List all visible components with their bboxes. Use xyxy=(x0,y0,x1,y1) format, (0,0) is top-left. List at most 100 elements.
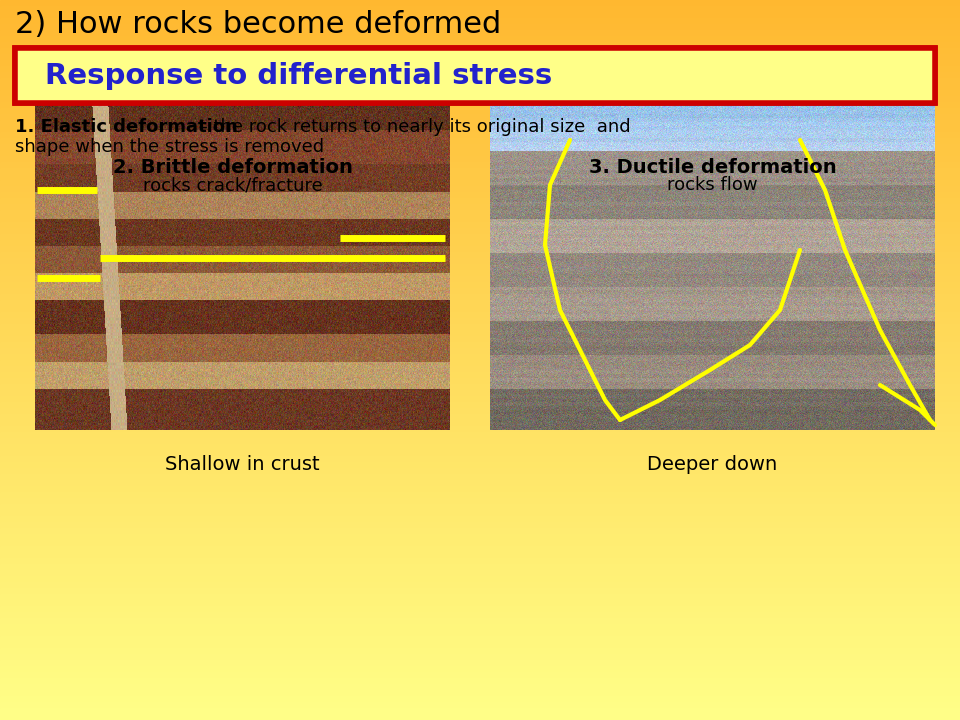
Bar xyxy=(0,192,960,199)
Bar xyxy=(0,240,960,247)
Bar xyxy=(0,666,960,673)
Bar xyxy=(0,234,960,241)
Bar xyxy=(0,372,960,379)
Bar xyxy=(0,630,960,637)
Bar xyxy=(0,60,960,67)
Bar xyxy=(0,228,960,235)
Bar xyxy=(0,138,960,145)
Bar xyxy=(0,450,960,457)
Bar xyxy=(0,144,960,151)
Bar xyxy=(0,252,960,259)
Text: – the rock returns to nearly its original size  and: – the rock returns to nearly its origina… xyxy=(193,118,631,136)
Bar xyxy=(0,210,960,217)
Bar xyxy=(15,48,935,103)
Bar xyxy=(0,540,960,547)
Bar xyxy=(0,264,960,271)
Bar xyxy=(0,684,960,691)
Bar xyxy=(0,648,960,655)
Bar xyxy=(0,336,960,343)
Bar xyxy=(0,678,960,685)
Bar xyxy=(0,36,960,43)
Bar xyxy=(0,414,960,421)
Bar xyxy=(0,162,960,169)
Bar xyxy=(0,546,960,553)
Bar xyxy=(0,378,960,385)
Bar xyxy=(0,708,960,715)
Bar xyxy=(0,492,960,499)
Bar xyxy=(0,432,960,439)
Bar xyxy=(0,402,960,409)
Bar xyxy=(0,306,960,313)
Text: Shallow in crust: Shallow in crust xyxy=(165,455,320,474)
Bar xyxy=(0,132,960,139)
Bar xyxy=(0,84,960,91)
Bar xyxy=(0,408,960,415)
Bar xyxy=(0,636,960,643)
Bar xyxy=(0,342,960,349)
Bar xyxy=(0,642,960,649)
Bar xyxy=(0,120,960,127)
Bar xyxy=(0,24,960,31)
Bar xyxy=(0,504,960,511)
Bar xyxy=(0,594,960,601)
Bar xyxy=(0,462,960,469)
Bar xyxy=(0,246,960,253)
Bar xyxy=(0,522,960,529)
Bar xyxy=(0,300,960,307)
Bar xyxy=(0,108,960,115)
Polygon shape xyxy=(15,48,935,103)
Bar xyxy=(0,456,960,463)
Bar xyxy=(0,156,960,163)
Bar xyxy=(0,426,960,433)
Bar xyxy=(0,624,960,631)
Bar xyxy=(0,72,960,79)
Bar xyxy=(0,690,960,697)
Bar xyxy=(0,54,960,61)
Bar xyxy=(0,126,960,133)
Bar xyxy=(0,150,960,157)
Bar xyxy=(0,606,960,613)
Bar xyxy=(0,288,960,295)
Text: 2) How rocks become deformed: 2) How rocks become deformed xyxy=(15,10,501,39)
Bar xyxy=(0,618,960,625)
Bar xyxy=(0,702,960,709)
Bar xyxy=(0,318,960,325)
Bar xyxy=(0,384,960,391)
Text: rocks flow: rocks flow xyxy=(667,176,757,194)
Bar xyxy=(0,696,960,703)
Bar xyxy=(0,186,960,193)
Bar xyxy=(0,354,960,361)
Bar xyxy=(0,486,960,493)
Text: 2. Brittle deformation: 2. Brittle deformation xyxy=(112,158,352,177)
Bar xyxy=(0,390,960,397)
Bar xyxy=(0,366,960,373)
Bar xyxy=(0,600,960,607)
Bar xyxy=(0,174,960,181)
Bar xyxy=(0,222,960,229)
Bar xyxy=(0,204,960,211)
Text: shape when the stress is removed: shape when the stress is removed xyxy=(15,138,324,156)
Bar xyxy=(0,576,960,583)
Bar xyxy=(0,66,960,73)
Bar xyxy=(0,198,960,205)
Bar xyxy=(0,96,960,103)
Bar xyxy=(0,180,960,187)
Bar xyxy=(0,612,960,619)
Bar xyxy=(0,360,960,367)
Text: rocks crack/fracture: rocks crack/fracture xyxy=(143,176,323,194)
Bar xyxy=(0,516,960,523)
Bar xyxy=(0,474,960,481)
Bar xyxy=(0,348,960,355)
Bar xyxy=(0,102,960,109)
Bar xyxy=(0,558,960,565)
Bar xyxy=(0,396,960,403)
Bar xyxy=(0,294,960,301)
Bar xyxy=(0,570,960,577)
Bar xyxy=(0,276,960,283)
Bar xyxy=(0,216,960,223)
Bar xyxy=(0,0,960,7)
Bar xyxy=(0,6,960,13)
Bar xyxy=(0,30,960,37)
Bar xyxy=(0,78,960,85)
Bar xyxy=(0,654,960,661)
